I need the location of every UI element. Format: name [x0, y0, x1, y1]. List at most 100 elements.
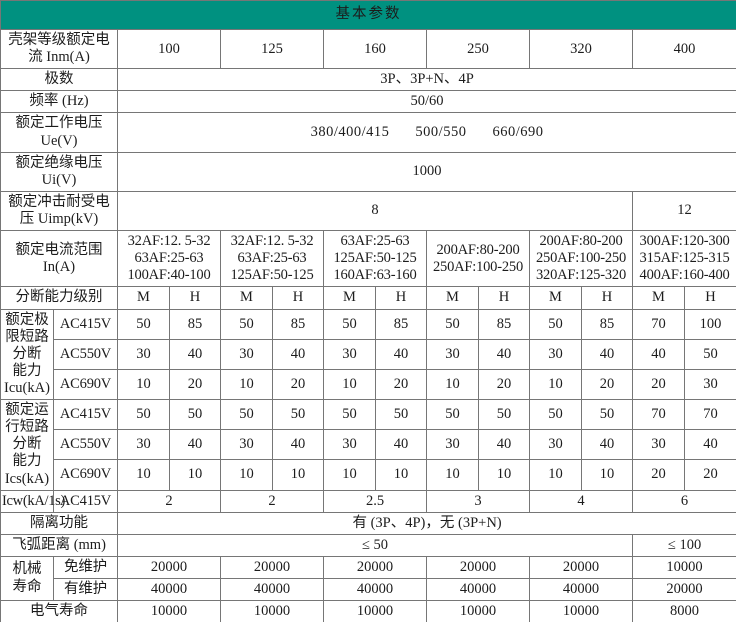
electrical-life-100: 10000	[117, 600, 221, 622]
breaking-class-row: 分断能力级别 M H M H M H M H M H M H	[0, 286, 736, 310]
icw-value-100: 2	[117, 489, 221, 513]
icu-ac415-h-125: 85	[272, 308, 324, 340]
poles-label: 极数	[0, 68, 118, 92]
icu-ac550-m-160: 30	[323, 338, 376, 370]
icu-ac415-h-320: 85	[581, 308, 633, 340]
icw-sublabel-ac415: AC415V	[53, 489, 118, 513]
icu-ac415-row: 额定极 限短路 分断 能力 Icu(kA) AC415V 50 85 50 85…	[0, 308, 736, 401]
icu-ac550-m-100: 30	[117, 338, 170, 370]
frame-current-label: 壳架等级额定电 流 Inm(A)	[0, 28, 118, 70]
ics-ac550-h-400: 40	[683, 429, 736, 461]
icu-ac550-row: AC550V 30 40 30 40 30 40 30 40 30 40 40 …	[1, 338, 736, 370]
range-line: 200AF:80-200	[539, 233, 623, 250]
icu-ac415-h-100: 85	[169, 308, 221, 340]
icu-ac690-m-250: 10	[426, 368, 479, 401]
ics-ac550-m-400: 30	[632, 429, 685, 461]
icw-value-320: 4	[529, 489, 633, 513]
ics-ac415-h-250: 50	[478, 399, 530, 431]
icu-label-line: 限短路	[5, 328, 49, 345]
electrical-life-row: 电气寿命 10000 10000 10000 10000 10000 8000	[0, 600, 736, 622]
icu-ac415-h-400: 100	[683, 308, 736, 340]
breaking-class-m-250: M	[426, 286, 479, 310]
icu-label-line: 分断	[12, 345, 42, 362]
range-line: 32AF:12. 5-32	[230, 233, 314, 250]
electrical-life-400: 8000	[631, 600, 736, 622]
ics-ac415-m-320: 50	[529, 399, 582, 431]
breaking-class-m-160: M	[323, 286, 376, 310]
icu-ac415-m-125: 50	[220, 308, 273, 340]
electrical-life-250: 10000	[426, 600, 530, 622]
electrical-life-125: 10000	[220, 600, 324, 622]
icu-ac690-m-400: 20	[632, 368, 685, 401]
mechanical-life-free-row: 机械 寿命 免维护 20000 20000 20000 20000 20000 …	[0, 555, 736, 602]
current-range-cell-100: 32AF:12. 5-32 63AF:25-63 100AF:40-100	[117, 230, 221, 288]
current-range-cell-250: 200AF:80-200 250AF:100-250	[426, 230, 530, 288]
ics-label-line: 分断	[12, 436, 42, 453]
ics-ac690-m-125: 10	[220, 459, 273, 491]
uimp-row: 额定冲击耐受电 压 Uimp(kV) 8 12	[0, 190, 736, 232]
icu-ac415-h-250: 85	[478, 308, 530, 340]
icu-sublabel-ac690: AC690V	[53, 368, 118, 401]
current-range-label-line1: 额定电流范围	[15, 241, 103, 258]
maintenance-free-label: 免维护	[53, 555, 118, 580]
ics-ac690-h-125: 10	[272, 459, 324, 491]
ics-ac690-m-100: 10	[117, 459, 170, 491]
frequency-row: 频率 (Hz) 50/60	[0, 90, 736, 114]
icu-ac550-h-320: 40	[581, 338, 633, 370]
page-title: 基本参数	[0, 0, 736, 30]
icu-label: 额定极 限短路 分断 能力 Icu(kA)	[0, 308, 54, 401]
mechanical-life-label-line1: 机械	[12, 561, 42, 578]
ue-value-2: 500/550	[415, 123, 467, 140]
range-line: 250AF:100-250	[432, 258, 524, 275]
icu-sublabel-ac415: AC415V	[53, 308, 118, 340]
uimp-label-line2: 压 Uimp(kV)	[19, 210, 99, 227]
ics-ac550-m-125: 30	[220, 429, 273, 461]
with-maintenance-320: 40000	[529, 578, 633, 602]
range-line: 400AF:160-400	[639, 267, 730, 284]
ics-ac690-m-250: 10	[426, 459, 479, 491]
ui-label-line1: 额定绝缘电压	[15, 154, 103, 171]
with-maintenance-400: 20000	[631, 578, 736, 602]
breaking-class-h-250: H	[478, 286, 530, 310]
icu-ac550-m-125: 30	[220, 338, 273, 370]
breaking-class-h-125: H	[272, 286, 324, 310]
isolation-row: 隔离功能 有 (3P、4P)，无 (3P+N)	[0, 511, 736, 535]
ue-label: 额定工作电压 Ue(V)	[0, 112, 118, 153]
icu-ac690-m-320: 10	[529, 368, 582, 401]
icu-ac415-m-100: 50	[117, 308, 170, 340]
ics-ac690-h-160: 10	[375, 459, 427, 491]
icu-sublabel-ac550: AC550V	[53, 338, 118, 370]
ics-label-line: 能力	[12, 453, 42, 470]
electrical-life-320: 10000	[529, 600, 633, 622]
ics-ac690-row: AC690V 10 10 10 10 10 10 10 10 10 10 20 …	[1, 459, 736, 491]
range-line: 160AF:63-160	[333, 267, 417, 284]
isolation-label: 隔离功能	[0, 511, 118, 535]
ics-ac415-m-100: 50	[117, 399, 170, 431]
ics-ac550-h-320: 40	[581, 429, 633, 461]
mechanical-life-label: 机械 寿命	[0, 555, 54, 602]
with-maintenance-160: 40000	[323, 578, 427, 602]
ics-sublabel-ac550: AC550V	[53, 429, 118, 461]
current-range-cell-160: 63AF:25-63 125AF:50-125 160AF:63-160	[323, 230, 427, 288]
uimp-label: 额定冲击耐受电 压 Uimp(kV)	[0, 190, 118, 232]
arc-distance-row: 飞弧距离 (mm) ≤ 50 ≤ 100	[0, 533, 736, 557]
range-line: 300AF:120-300	[639, 233, 730, 250]
icu-ac415-h-160: 85	[375, 308, 427, 340]
breaking-class-label: 分断能力级别	[0, 286, 118, 310]
ics-ac415-h-100: 50	[169, 399, 221, 431]
frequency-label: 频率 (Hz)	[0, 90, 118, 114]
icu-ac690-m-100: 10	[117, 368, 170, 401]
icu-ac690-h-250: 20	[478, 368, 530, 401]
icu-ac690-h-400: 30	[683, 368, 736, 401]
ics-ac690-m-160: 10	[323, 459, 376, 491]
range-line: 320AF:125-320	[535, 267, 627, 284]
breaking-class-m-100: M	[117, 286, 170, 310]
icu-ac415-m-320: 50	[529, 308, 582, 340]
icu-ac550-h-400: 50	[683, 338, 736, 370]
icu-label-line: 能力	[12, 362, 42, 379]
ics-label-line: 额定运	[5, 402, 49, 419]
maintenance-free-400: 10000	[631, 555, 736, 580]
poles-value: 3P、3P+N、4P	[116, 68, 736, 92]
icu-ac550-h-250: 40	[478, 338, 530, 370]
